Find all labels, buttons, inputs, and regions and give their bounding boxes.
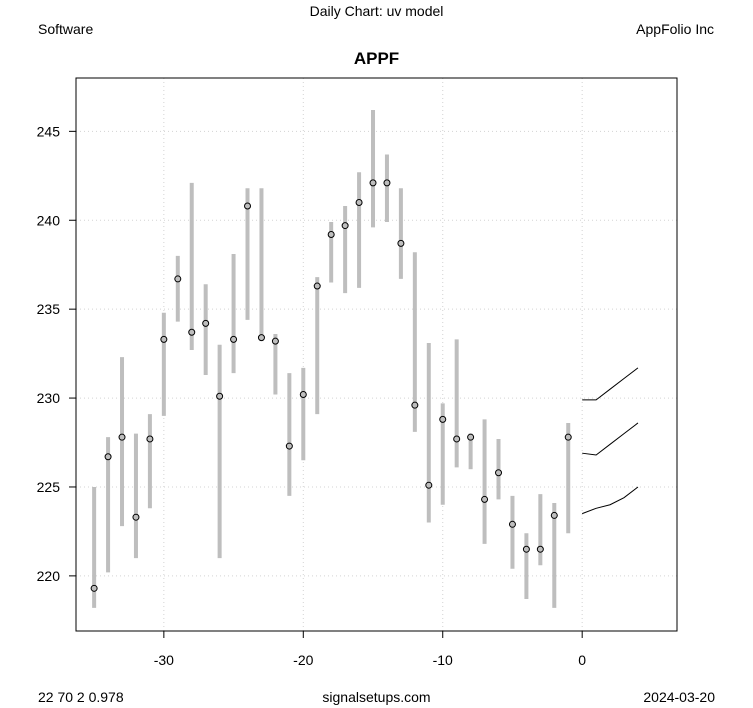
y-tick-label: 220	[37, 568, 61, 584]
close-marker	[216, 392, 224, 400]
y-tick-label: 240	[37, 212, 61, 228]
close-marker	[257, 334, 265, 342]
close-marker	[160, 335, 168, 343]
close-marker	[481, 495, 489, 503]
footer-date: 2024-03-20	[643, 689, 715, 705]
y-tick-label: 245	[37, 123, 61, 139]
chart-title: APPF	[353, 49, 400, 68]
close-marker	[383, 179, 391, 187]
close-marker	[453, 435, 461, 443]
close-marker	[271, 337, 279, 345]
close-marker	[230, 335, 238, 343]
close-marker	[550, 511, 558, 519]
forecast-line	[582, 486, 639, 515]
footer-source: signalsetups.com	[322, 689, 431, 705]
forecast-lines	[582, 367, 639, 515]
close-marker	[104, 453, 112, 461]
close-marker	[188, 328, 196, 336]
footer-params: 22 70 2 0.978	[38, 689, 124, 705]
close-marker	[495, 469, 503, 477]
forecast-line	[582, 367, 639, 401]
close-marker	[202, 319, 210, 327]
close-marker	[118, 433, 126, 441]
company-label: AppFolio Inc	[636, 21, 714, 37]
close-marker	[397, 239, 405, 247]
close-marker	[244, 202, 252, 210]
close-marker	[299, 391, 307, 399]
close-marker	[425, 481, 433, 489]
close-marker	[313, 282, 321, 290]
grid-lines	[76, 78, 677, 631]
close-marker	[355, 198, 363, 206]
header-title: Daily Chart: uv model	[309, 3, 444, 19]
close-marker	[411, 401, 419, 409]
close-marker	[174, 275, 182, 283]
x-tick-label: -20	[293, 652, 313, 668]
close-marker	[536, 545, 544, 553]
close-marker	[467, 433, 475, 441]
y-tick-label: 235	[37, 301, 61, 317]
close-marker	[90, 584, 98, 592]
close-marker	[146, 435, 154, 443]
range-bars	[92, 110, 571, 608]
x-tick-label: 0	[578, 652, 586, 668]
y-tick-label: 225	[37, 479, 61, 495]
close-marker	[439, 415, 447, 423]
close-marker	[522, 545, 530, 553]
close-marker	[369, 179, 377, 187]
x-tick-label: -10	[433, 652, 453, 668]
close-marker	[564, 433, 572, 441]
plot-frame	[75, 77, 678, 632]
close-marker	[327, 230, 335, 238]
forecast-line	[582, 422, 639, 456]
close-marker	[132, 513, 140, 521]
x-tick-label: -30	[154, 652, 174, 668]
close-marker	[341, 222, 349, 230]
close-marker	[285, 442, 293, 450]
axes: -30 -20 -10 0 220 225 230 235 240 245	[37, 123, 587, 668]
y-tick-label: 230	[37, 390, 61, 406]
close-marker	[508, 520, 516, 528]
close-markers	[90, 179, 572, 592]
sector-label: Software	[38, 21, 94, 37]
